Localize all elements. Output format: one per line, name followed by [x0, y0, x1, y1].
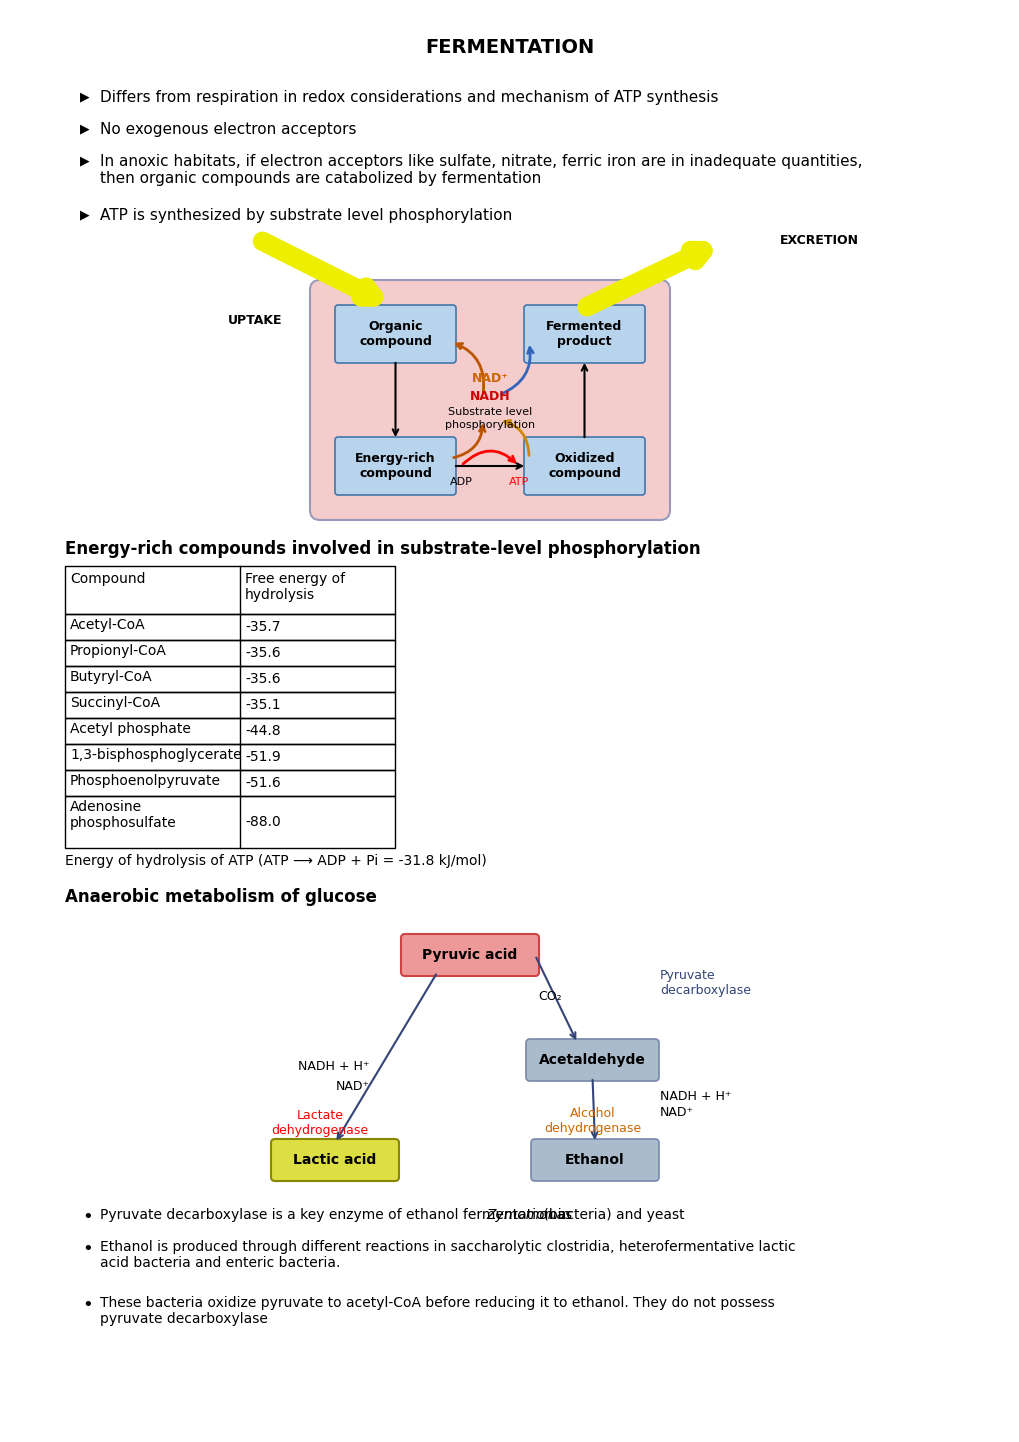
Text: Pyruvate decarboxylase is a key enzyme of ethanol fermentation.in: Pyruvate decarboxylase is a key enzyme o… — [100, 1208, 574, 1221]
Text: Alcohol
dehydrogenase: Alcohol dehydrogenase — [543, 1107, 640, 1135]
Text: NADH + H⁺: NADH + H⁺ — [659, 1090, 731, 1103]
Text: No exogenous electron acceptors: No exogenous electron acceptors — [100, 123, 357, 137]
Text: Differs from respiration in redox considerations and mechanism of ATP synthesis: Differs from respiration in redox consid… — [100, 89, 717, 105]
Text: -88.0: -88.0 — [245, 815, 280, 829]
Text: NAD⁺: NAD⁺ — [335, 1080, 370, 1093]
Bar — [65, 718, 394, 744]
Text: Acetyl phosphate: Acetyl phosphate — [70, 722, 191, 735]
Text: NADH: NADH — [469, 389, 510, 402]
Text: (bacteria) and yeast: (bacteria) and yeast — [538, 1208, 684, 1221]
Text: Organic
compound: Organic compound — [359, 320, 431, 348]
Bar — [65, 666, 394, 692]
Text: ADP: ADP — [449, 477, 472, 487]
Bar — [65, 567, 394, 614]
Text: Acetyl-CoA: Acetyl-CoA — [70, 619, 146, 632]
FancyBboxPatch shape — [271, 1139, 398, 1181]
Text: •: • — [82, 1296, 93, 1314]
Text: ▶: ▶ — [79, 154, 90, 167]
Text: Propionyl-CoA: Propionyl-CoA — [70, 645, 167, 658]
Text: ▶: ▶ — [79, 208, 90, 221]
FancyBboxPatch shape — [334, 306, 455, 363]
Text: -35.6: -35.6 — [245, 646, 280, 660]
Text: 1,3-bisphosphoglycerate: 1,3-bisphosphoglycerate — [70, 748, 242, 761]
Text: CO₂: CO₂ — [538, 991, 561, 1004]
Text: ATP is synthesized by substrate level phosphorylation: ATP is synthesized by substrate level ph… — [100, 208, 512, 224]
Bar — [65, 640, 394, 666]
Text: Oxidized
compound: Oxidized compound — [547, 451, 621, 480]
Text: Pyruvate
decarboxylase: Pyruvate decarboxylase — [659, 969, 750, 996]
Text: -35.7: -35.7 — [245, 620, 280, 634]
Text: ▶: ▶ — [79, 123, 90, 136]
Text: These bacteria oxidize pyruvate to acetyl-CoA before reducing it to ethanol. The: These bacteria oxidize pyruvate to acety… — [100, 1296, 774, 1327]
Text: -35.1: -35.1 — [245, 698, 280, 712]
Text: Energy-rich
compound: Energy-rich compound — [355, 451, 435, 480]
Text: -51.6: -51.6 — [245, 776, 280, 790]
FancyBboxPatch shape — [526, 1040, 658, 1082]
Text: -44.8: -44.8 — [245, 724, 280, 738]
Bar — [65, 770, 394, 796]
Text: Free energy of
hydrolysis: Free energy of hydrolysis — [245, 572, 344, 603]
Text: Adenosine
phosphosulfate: Adenosine phosphosulfate — [70, 800, 176, 831]
Text: UPTAKE: UPTAKE — [227, 313, 282, 326]
FancyBboxPatch shape — [524, 306, 644, 363]
Text: -35.6: -35.6 — [245, 672, 280, 686]
Text: Zymomonas: Zymomonas — [486, 1208, 572, 1221]
Text: -51.9: -51.9 — [245, 750, 280, 764]
Text: Anaerobic metabolism of glucose: Anaerobic metabolism of glucose — [65, 888, 376, 906]
Text: Ethanol is produced through different reactions in saccharolytic clostridia, het: Ethanol is produced through different re… — [100, 1240, 795, 1270]
Text: Fermented
product: Fermented product — [546, 320, 622, 348]
Text: Succinyl-CoA: Succinyl-CoA — [70, 696, 160, 709]
Text: EXCRETION: EXCRETION — [780, 234, 858, 247]
Bar — [65, 614, 394, 640]
FancyBboxPatch shape — [334, 437, 455, 495]
Bar — [65, 744, 394, 770]
FancyBboxPatch shape — [531, 1139, 658, 1181]
Text: Acetaldehyde: Acetaldehyde — [538, 1053, 645, 1067]
FancyBboxPatch shape — [310, 280, 669, 521]
Text: In anoxic habitats, if electron acceptors like sulfate, nitrate, ferric iron are: In anoxic habitats, if electron acceptor… — [100, 154, 862, 186]
FancyBboxPatch shape — [524, 437, 644, 495]
Text: •: • — [82, 1208, 93, 1226]
Text: FERMENTATION: FERMENTATION — [425, 37, 594, 58]
Text: Lactate
dehydrogenase: Lactate dehydrogenase — [271, 1109, 368, 1136]
Text: Lactic acid: Lactic acid — [293, 1154, 376, 1167]
Text: Energy of hydrolysis of ATP (ATP ⟶ ADP + Pi = -31.8 kJ/mol): Energy of hydrolysis of ATP (ATP ⟶ ADP +… — [65, 854, 486, 868]
Text: NADH + H⁺: NADH + H⁺ — [299, 1060, 370, 1073]
FancyBboxPatch shape — [400, 934, 538, 976]
Text: Pyruvic acid: Pyruvic acid — [422, 947, 517, 962]
Bar — [65, 796, 394, 848]
Text: Compound: Compound — [70, 572, 146, 585]
Text: NAD⁺: NAD⁺ — [471, 372, 507, 385]
Bar — [65, 692, 394, 718]
Text: •: • — [82, 1240, 93, 1257]
Text: Energy-rich compounds involved in substrate-level phosphorylation: Energy-rich compounds involved in substr… — [65, 539, 700, 558]
Text: ATP: ATP — [508, 477, 529, 487]
Text: ▶: ▶ — [79, 89, 90, 102]
Text: Phosphoenolpyruvate: Phosphoenolpyruvate — [70, 774, 221, 787]
Text: Ethanol: Ethanol — [565, 1154, 625, 1167]
Text: NAD⁺: NAD⁺ — [659, 1106, 694, 1119]
Text: phosphorylation: phosphorylation — [444, 420, 535, 430]
Text: Butyryl-CoA: Butyryl-CoA — [70, 671, 153, 684]
Text: Substrate level: Substrate level — [447, 407, 532, 417]
